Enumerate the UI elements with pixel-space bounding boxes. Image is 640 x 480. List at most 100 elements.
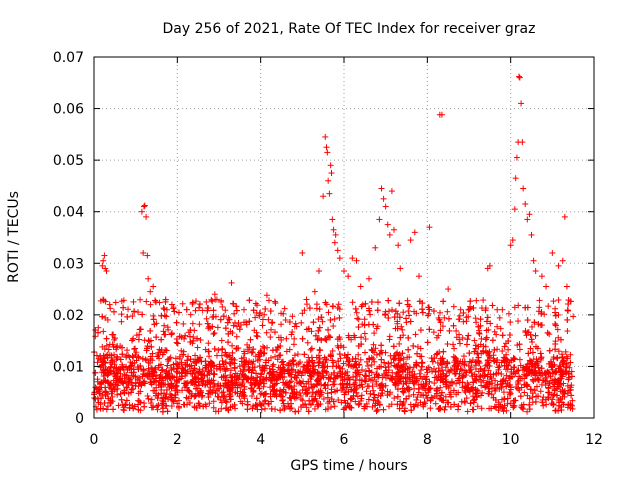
data-point — [351, 332, 358, 339]
data-point — [320, 358, 327, 365]
data-point — [418, 391, 425, 398]
data-point — [252, 381, 259, 388]
data-point — [523, 372, 530, 379]
data-point — [185, 387, 192, 394]
data-point — [388, 188, 395, 195]
data-point — [232, 389, 239, 396]
data-point — [473, 358, 480, 365]
data-point — [135, 406, 142, 413]
data-point — [352, 377, 359, 384]
data-point — [108, 354, 115, 361]
data-point — [173, 379, 180, 386]
data-point — [516, 387, 523, 394]
data-point — [172, 355, 179, 362]
data-point — [425, 310, 432, 317]
data-point — [233, 307, 240, 314]
data-point — [507, 386, 514, 393]
data-point — [460, 372, 467, 379]
data-point — [261, 405, 268, 412]
data-point — [236, 326, 243, 333]
data-point — [436, 309, 443, 316]
data-point — [196, 321, 203, 328]
data-point — [450, 303, 457, 310]
data-point — [184, 357, 191, 364]
data-point — [399, 363, 406, 370]
data-point — [302, 401, 309, 408]
data-point — [141, 403, 148, 410]
data-point — [435, 332, 442, 339]
data-point — [291, 352, 298, 359]
data-point — [173, 382, 180, 389]
data-point — [280, 310, 287, 317]
data-point — [354, 315, 361, 322]
data-point — [358, 303, 365, 310]
data-point — [220, 313, 227, 320]
data-point — [484, 357, 491, 364]
data-point — [547, 373, 554, 380]
data-point — [325, 309, 332, 316]
data-point — [112, 299, 119, 306]
data-point — [144, 343, 151, 350]
data-point — [393, 363, 400, 370]
data-point — [124, 313, 131, 320]
data-point — [147, 327, 154, 334]
data-point — [112, 364, 119, 371]
data-point — [568, 382, 575, 389]
data-point — [229, 377, 236, 384]
data-point — [301, 351, 308, 358]
data-point — [267, 393, 274, 400]
data-point — [521, 365, 528, 372]
data-point — [462, 367, 469, 374]
data-point — [107, 368, 114, 375]
data-point — [124, 384, 131, 391]
data-point — [352, 360, 359, 367]
data-point — [148, 404, 155, 411]
data-point — [163, 347, 170, 354]
data-point — [335, 397, 342, 404]
data-point — [472, 315, 479, 322]
data-point — [567, 359, 574, 366]
data-point — [189, 320, 196, 327]
data-point — [230, 322, 237, 329]
data-point — [519, 404, 526, 411]
data-point — [288, 331, 295, 338]
data-point — [100, 297, 107, 304]
data-point — [325, 177, 332, 184]
data-point — [303, 359, 310, 366]
data-point — [417, 367, 424, 374]
data-point — [386, 308, 393, 315]
data-point — [305, 408, 312, 415]
data-point — [188, 393, 195, 400]
data-point — [193, 404, 200, 411]
data-point — [191, 365, 198, 372]
data-point — [506, 382, 513, 389]
data-point — [269, 363, 276, 370]
data-point — [134, 364, 141, 371]
data-point — [499, 348, 506, 355]
data-point — [193, 359, 200, 366]
data-point — [432, 368, 439, 375]
data-point — [105, 395, 112, 402]
data-point — [125, 306, 132, 313]
data-point — [484, 373, 491, 380]
data-point — [163, 306, 170, 313]
data-point — [443, 380, 450, 387]
data-point — [473, 373, 480, 380]
data-point — [460, 373, 467, 380]
data-point — [211, 330, 218, 337]
data-point — [210, 404, 217, 411]
data-point — [244, 401, 251, 408]
data-point — [437, 384, 444, 391]
data-point — [114, 343, 121, 350]
data-point — [103, 335, 110, 342]
data-point — [222, 359, 229, 366]
data-point — [349, 299, 356, 306]
data-point — [398, 355, 405, 362]
data-point — [374, 307, 381, 314]
data-point — [371, 358, 378, 365]
data-point — [413, 396, 420, 403]
data-point — [260, 343, 267, 350]
data-point — [261, 391, 268, 398]
data-point — [565, 300, 572, 307]
data-point — [279, 396, 286, 403]
